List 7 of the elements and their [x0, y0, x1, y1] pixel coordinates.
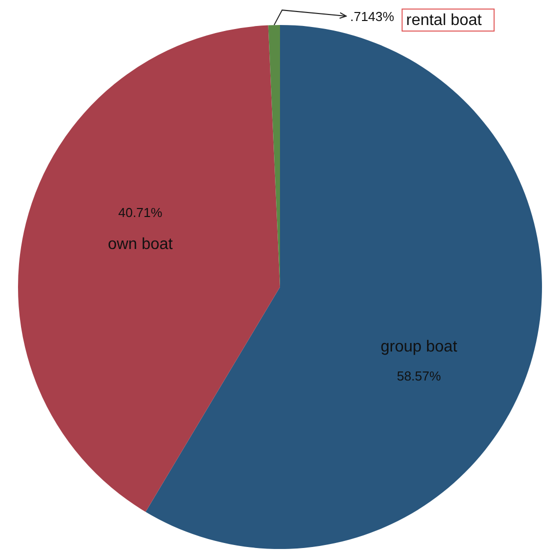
slice-label: own boat [108, 236, 174, 253]
data-label: .7143% [350, 9, 395, 24]
slice-label: group boat [380, 338, 458, 356]
slice-label: rental boat [406, 12, 482, 30]
data-label: 58.57% [396, 368, 442, 384]
data-label: 40.71% [118, 204, 163, 220]
pie-slice [18, 25, 280, 512]
